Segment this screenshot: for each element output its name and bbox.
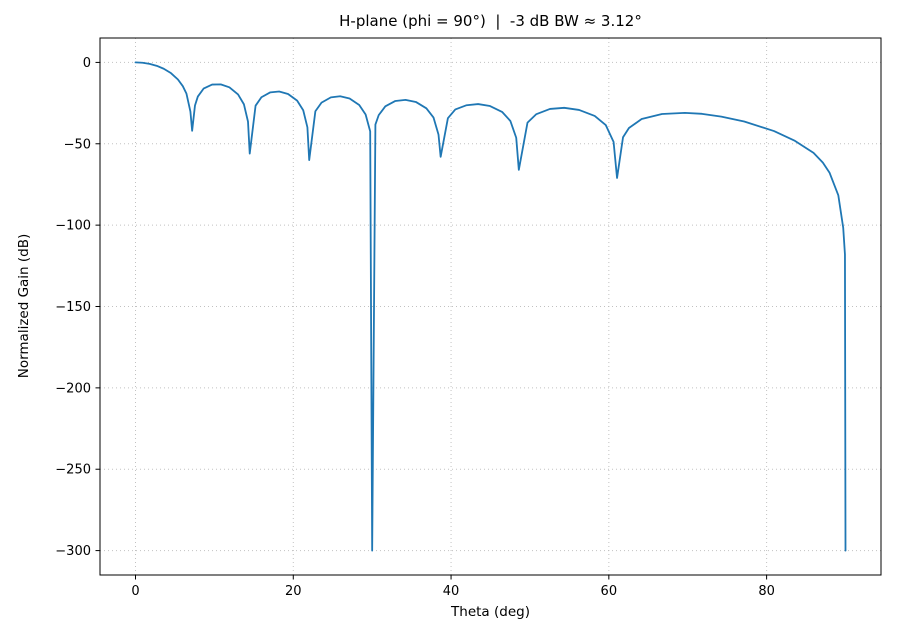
chart-title: H-plane (phi = 90°) | -3 dB BW ≈ 3.12° <box>339 12 642 30</box>
x-tick-label: 20 <box>285 584 302 599</box>
y-tick-label: −150 <box>55 300 91 315</box>
y-tick-label: −100 <box>55 219 91 234</box>
y-tick-label: −250 <box>55 463 91 478</box>
x-tick-label: 40 <box>443 584 460 599</box>
y-tick-label: −200 <box>55 381 91 396</box>
x-tick-label: 80 <box>758 584 775 599</box>
x-tick-label: 60 <box>601 584 618 599</box>
plot-area <box>100 38 881 575</box>
x-axis-label: Theta (deg) <box>451 604 530 620</box>
y-tick-label: −300 <box>55 544 91 559</box>
y-axis-label: Normalized Gain (dB) <box>16 233 32 379</box>
y-tick-label: −50 <box>64 137 91 152</box>
x-tick-label: 0 <box>131 584 139 599</box>
series-line <box>134 61 847 552</box>
y-tick-label: 0 <box>83 56 91 71</box>
